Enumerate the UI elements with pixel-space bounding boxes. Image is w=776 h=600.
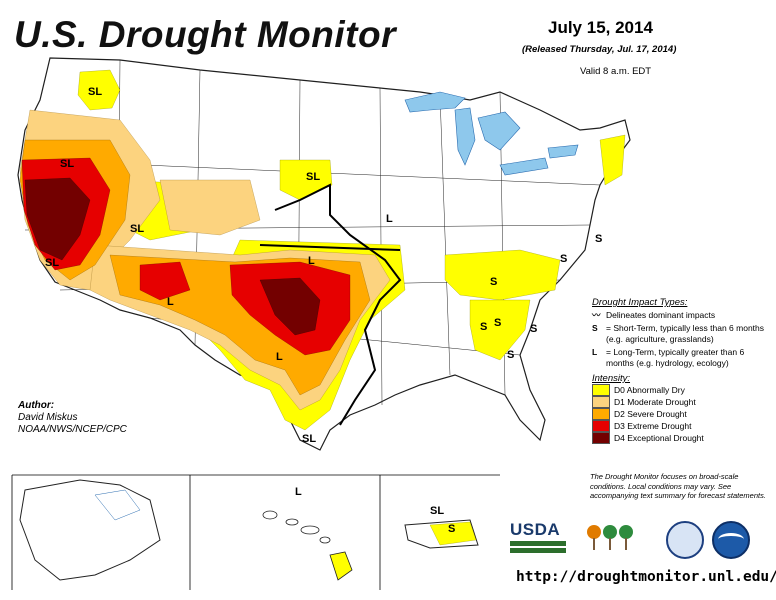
intensity-label: D0 Abnormally Dry [614, 384, 685, 395]
impact-desc: = Short-Term, typically less than 6 mont… [606, 323, 765, 344]
intensity-swatch [592, 408, 610, 420]
intensity-row: D2 Severe Drought [592, 408, 772, 420]
intensity-label: D4 Exceptional Drought [614, 432, 704, 443]
map-label-kentucky: S [490, 276, 497, 288]
map-label-puerto-rico-south: S [448, 523, 455, 535]
map-label-south-texas: SL [302, 433, 316, 445]
intensity-swatch [592, 384, 610, 396]
impact-symbol: S [592, 323, 598, 333]
intensity-swatch [592, 432, 610, 444]
map-label-iowa: L [386, 213, 393, 225]
intensity-row: D0 Abnormally Dry [592, 384, 772, 396]
intensity-label: D1 Moderate Drought [614, 396, 696, 407]
map-label-oregon: SL [60, 158, 74, 170]
page-title: U.S. Drought Monitor [14, 14, 396, 55]
impact-row-long: L = Long-Term, typically greater than 6 … [592, 347, 772, 369]
map-label-arizona: L [167, 296, 174, 308]
delineate-line-icon: 〰 [592, 310, 601, 320]
impact-types-title: Drought Impact Types: [592, 297, 688, 308]
alaska-outline [19, 479, 161, 581]
map-label-idaho-panhandle: SL [88, 86, 102, 98]
legend: Drought Impact Types: 〰 Delineates domin… [592, 297, 772, 444]
map-label-virginia: S [595, 233, 602, 245]
usda-logo-text: USDA [510, 520, 561, 539]
intensity-swatch [592, 396, 610, 408]
logo-row: USDA [510, 520, 750, 560]
intensity-row: D4 Exceptional Drought [592, 432, 772, 444]
hawaii-islands [262, 510, 353, 581]
impact-desc: = Long-Term, typically greater than 6 mo… [606, 347, 745, 368]
impact-desc: Delineates dominant impacts [606, 310, 716, 320]
impact-lines [259, 183, 402, 426]
noaa-logo-icon [712, 521, 750, 559]
usda-logo: USDA [510, 520, 566, 560]
intensity-title: Intensity: [592, 373, 631, 384]
d4-areas [24, 177, 321, 336]
map-label-georgia: S [507, 349, 514, 361]
valid-time: Valid 8 a.m. EDT [580, 66, 652, 77]
release-date: (Released Thursday, Jul. 17, 2014) [522, 44, 677, 55]
intensity-list: D0 Abnormally Dry D1 Moderate Drought D2 S… [592, 384, 772, 444]
author-block: Author: David Miskus NOAA/NWS/NCEP/CPC [18, 400, 127, 436]
inset-dividers [11, 474, 500, 590]
author-name: David Miskus [18, 412, 78, 423]
map-label-utah: SL [130, 223, 144, 235]
disclaimer-note: The Drought Monitor focuses on broad-sca… [590, 472, 766, 500]
intensity-row: D1 Moderate Drought [592, 396, 772, 408]
map-label-tennessee: S [480, 321, 487, 333]
intensity-label: D3 Extreme Drought [614, 420, 692, 431]
ndmc-logo [574, 520, 658, 560]
map-label-kansas: L [308, 255, 315, 267]
author-label: Author: [18, 400, 55, 411]
map-date: July 15, 2014 [548, 18, 653, 37]
doc-seal-icon [666, 521, 704, 559]
great-lakes [404, 91, 579, 176]
map-label-texas: L [276, 351, 283, 363]
impact-row-short: S = Short-Term, typically less than 6 mo… [592, 323, 772, 345]
author-org: NOAA/NWS/NCEP/CPC [18, 424, 127, 435]
intensity-label: D2 Severe Drought [614, 408, 687, 419]
map-label-hawaii: L [295, 486, 302, 498]
map-label-california: SL [45, 257, 59, 269]
impact-row-delineates: 〰 Delineates dominant impacts [592, 310, 772, 321]
map-label-new-jersey: S [560, 253, 567, 265]
map-label-puerto-rico-north: SL [430, 505, 444, 517]
intensity-row: D3 Extreme Drought [592, 420, 772, 432]
intensity-swatch [592, 420, 610, 432]
map-label-south-carolina: S [530, 323, 537, 335]
impact-symbol: L [592, 347, 598, 357]
source-url[interactable]: http://droughtmonitor.unl.edu/ [516, 569, 776, 585]
map-label-north-carolina: S [494, 317, 501, 329]
map-label-south-dakota: SL [306, 171, 320, 183]
